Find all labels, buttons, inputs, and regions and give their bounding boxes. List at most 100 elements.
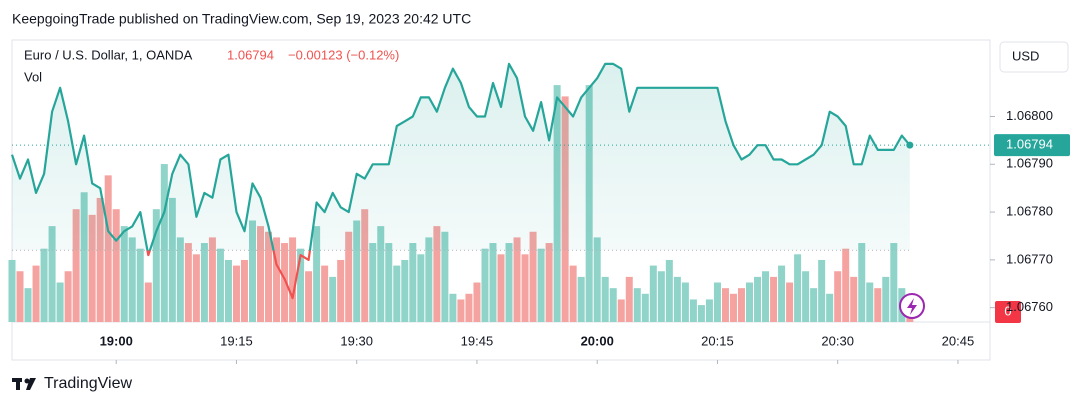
volume-bar xyxy=(641,293,649,322)
volume-bar xyxy=(232,265,240,322)
volume-bar xyxy=(265,231,273,322)
volume-bar xyxy=(866,282,874,322)
y-tick-label: 1.06790 xyxy=(1006,156,1053,171)
volume-badge: 0 xyxy=(1004,303,1011,318)
volume-bar xyxy=(441,231,449,322)
volume-bar xyxy=(16,271,24,322)
volume-bar xyxy=(481,248,489,322)
volume-bar xyxy=(721,288,729,322)
volume-bar xyxy=(24,288,32,322)
area-fill xyxy=(12,63,910,251)
volume-bar xyxy=(882,276,890,322)
volume-bar xyxy=(818,259,826,322)
volume-bar xyxy=(40,248,48,322)
volume-bar xyxy=(281,243,289,322)
price-change: −0.00123 (−0.12%) xyxy=(288,47,399,62)
volume-badge-bg xyxy=(995,301,1021,323)
volume-bar xyxy=(754,276,762,322)
volume-bar xyxy=(425,237,433,322)
volume-bar xyxy=(72,209,80,322)
volume-bar xyxy=(289,237,297,322)
volume-bar xyxy=(617,299,625,322)
volume-bar xyxy=(665,259,673,322)
volume-bar xyxy=(794,254,802,322)
volume-bar xyxy=(216,248,224,322)
volume-bar xyxy=(457,299,465,322)
volume-bar xyxy=(577,276,585,322)
volume-bar xyxy=(112,209,120,322)
volume-title: Vol xyxy=(24,69,42,84)
volume-bar xyxy=(224,259,232,322)
volume-bar xyxy=(64,271,72,322)
volume-bar xyxy=(176,237,184,322)
volume-bar xyxy=(377,226,385,322)
volume-bar xyxy=(810,288,818,322)
volume-bar xyxy=(353,220,361,322)
volume-bar xyxy=(401,259,409,322)
last-point xyxy=(906,141,914,149)
volume-bar xyxy=(144,282,152,322)
volume-bar xyxy=(417,254,425,322)
volume-bar xyxy=(120,226,128,322)
x-tick-label: 19:00 xyxy=(100,333,133,348)
volume-bar xyxy=(505,243,513,322)
volume-bar xyxy=(609,288,617,322)
volume-bar xyxy=(80,192,88,322)
volume-bar xyxy=(393,265,401,322)
volume-bar xyxy=(345,231,353,322)
volume-bar xyxy=(778,265,786,322)
brand-logo xyxy=(12,378,36,390)
volume-bar xyxy=(409,243,417,322)
volume-bar xyxy=(337,259,345,322)
volume-bar xyxy=(200,243,208,322)
volume-bar xyxy=(168,197,176,322)
volume-bar xyxy=(489,243,497,322)
volume-bar xyxy=(513,237,521,322)
volume-bar xyxy=(48,226,56,322)
volume-bar xyxy=(465,293,473,322)
volume-bar xyxy=(529,231,537,322)
volume-bar xyxy=(297,248,305,322)
x-tick-label: 19:30 xyxy=(340,333,373,348)
volume-bar xyxy=(770,276,778,322)
volume-bar xyxy=(681,282,689,322)
y-tick-label: 1.06800 xyxy=(1006,108,1053,123)
volume-bar xyxy=(208,237,216,322)
volume-bar xyxy=(858,243,866,322)
x-tick-label: 20:15 xyxy=(701,333,734,348)
volume-bar xyxy=(136,248,144,322)
volume-bar xyxy=(257,226,265,322)
volume-bar xyxy=(184,243,192,322)
volume-bar xyxy=(842,248,850,322)
volume-bar xyxy=(874,288,882,322)
x-tick-label: 20:30 xyxy=(821,333,854,348)
volume-bar xyxy=(361,209,369,322)
volume-bar xyxy=(890,243,898,322)
volume-bar xyxy=(633,288,641,322)
y-tick-label: 1.06760 xyxy=(1006,299,1053,314)
volume-bar xyxy=(713,282,721,322)
volume-bar xyxy=(369,243,377,322)
currency[interactable]: USD xyxy=(1012,48,1039,63)
volume-bar xyxy=(786,282,794,322)
volume-bar xyxy=(329,276,337,322)
volume-bar xyxy=(673,276,681,322)
volume-bar xyxy=(746,282,754,322)
volume-bar xyxy=(313,226,321,322)
volume-bar xyxy=(96,197,104,322)
currency-button[interactable] xyxy=(999,41,1069,73)
volume-bar xyxy=(625,276,633,322)
volume-bar xyxy=(192,254,200,322)
volume-bar xyxy=(657,271,665,322)
x-tick-label: 20:45 xyxy=(942,333,975,348)
last-price-label: 1.06794 xyxy=(1006,137,1053,152)
events-bolt xyxy=(907,298,917,315)
volume-bar xyxy=(56,282,64,322)
volume-bar xyxy=(473,282,481,322)
last-price: 1.06794 xyxy=(227,47,274,62)
volume-bar xyxy=(433,226,441,322)
volume-bar xyxy=(737,288,745,322)
volume-bar xyxy=(826,293,834,322)
plot-area xyxy=(8,62,990,323)
